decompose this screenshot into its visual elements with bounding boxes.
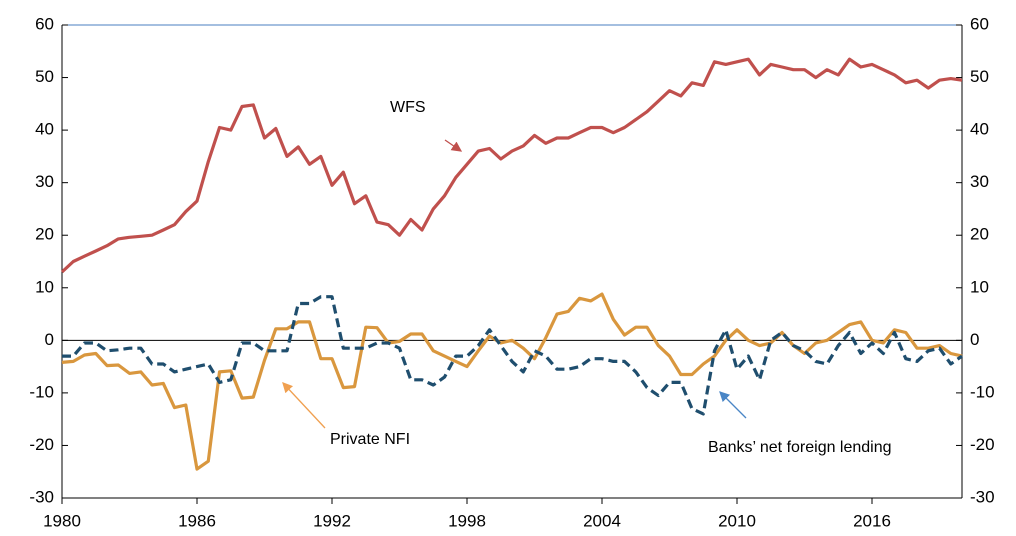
y-tick-label: 30 [35, 172, 54, 191]
x-tick-label: 1980 [43, 511, 81, 530]
y2-tick-label: -20 [970, 435, 995, 454]
x-tick-label: 2004 [583, 511, 621, 530]
x-tick-label: 2010 [718, 511, 756, 530]
y-tick-label: -20 [29, 435, 54, 454]
y-tick-label: 40 [35, 120, 54, 139]
y2-tick-label: -10 [970, 382, 995, 401]
y-tick-label: -30 [29, 487, 54, 506]
y2-tick-label: 50 [970, 67, 989, 86]
series-line [61, 292, 963, 471]
y-tick-label: 10 [35, 277, 54, 296]
y2-tick-label: -30 [970, 487, 995, 506]
y2-tick-label: 20 [970, 225, 989, 244]
y-tick-label: 60 [35, 14, 54, 33]
series-line [62, 295, 963, 416]
y2-tick-label: 0 [970, 330, 979, 349]
arrow [444, 139, 463, 152]
y2-tick-label: 40 [970, 120, 989, 139]
annotation: Private NFI [330, 431, 410, 448]
y-tick-label: 50 [35, 67, 54, 86]
x-tick-label: 1998 [448, 511, 486, 530]
annotation: WFS [390, 99, 426, 116]
y-tick-label: -10 [29, 382, 54, 401]
series-line [60, 57, 963, 274]
y-tick-label: 20 [35, 225, 54, 244]
y2-tick-label: 30 [970, 172, 989, 191]
arrow [719, 391, 747, 419]
y2-tick-label: 60 [970, 14, 989, 33]
y-tick-label: 0 [45, 330, 54, 349]
arrow [282, 382, 326, 429]
x-tick-label: 2016 [853, 511, 891, 530]
x-tick-label: 1986 [178, 511, 216, 530]
annotation: Banks’ net foreign lending [708, 439, 892, 456]
x-tick-label: 1992 [313, 511, 351, 530]
y2-tick-label: 10 [970, 277, 989, 296]
